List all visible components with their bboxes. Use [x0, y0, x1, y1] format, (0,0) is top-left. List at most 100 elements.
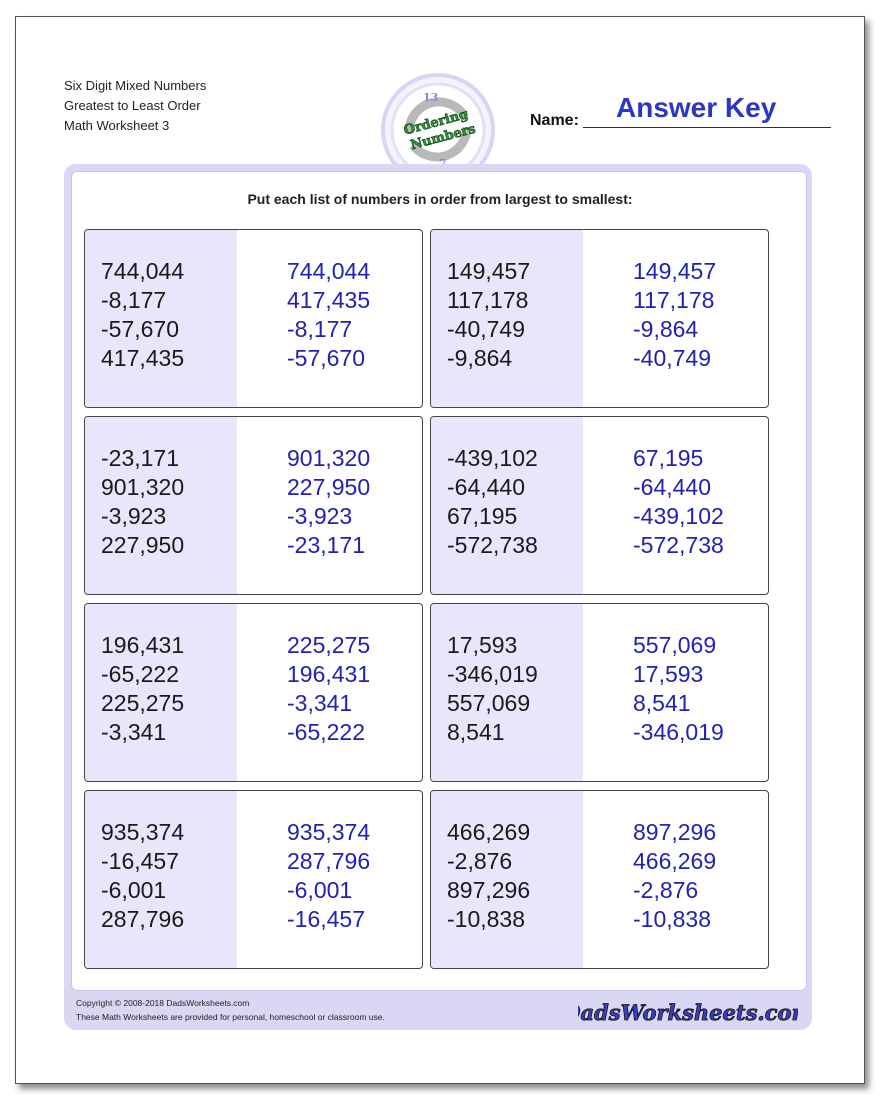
answer-number: -2,876 [633, 877, 699, 903]
problem-box: -439,102 -64,440 67,195 -572,738 67,195 … [430, 416, 769, 595]
usage-text: These Math Worksheets are provided for p… [76, 1012, 385, 1022]
answer-numbers: 744,044 417,435 -8,177 -57,670 [287, 257, 370, 373]
given-number: 227,950 [101, 532, 185, 558]
answer-number: -65,222 [287, 719, 366, 745]
answer-number: 8,541 [633, 690, 691, 716]
answer-numbers: 901,320 227,950 -3,923 -23,171 [287, 444, 370, 560]
answer-numbers: 149,457 117,178 -9,864 -40,749 [633, 257, 716, 373]
given-number: -346,019 [447, 661, 538, 687]
answer-number: -8,177 [287, 316, 353, 342]
answer-number: -16,457 [287, 906, 366, 932]
answer-number: 149,457 [633, 258, 717, 284]
problem-box: 17,593 -346,019 557,069 8,541 557,069 17… [430, 603, 769, 782]
given-numbers: 149,457 117,178 -40,749 -9,864 [447, 257, 530, 373]
given-number: 67,195 [447, 503, 518, 529]
problem-box: 466,269 -2,876 897,296 -10,838 897,296 4… [430, 790, 769, 969]
given-number: -3,923 [101, 503, 167, 529]
ordering-numbers-logo: 13 7 Ordering Numbers [381, 73, 495, 187]
given-number: 557,069 [447, 690, 531, 716]
answer-number: -439,102 [633, 503, 724, 529]
answer-numbers: 67,195 -64,440 -439,102 -572,738 [633, 444, 724, 560]
given-number: 287,796 [101, 906, 185, 932]
answer-number: -9,864 [633, 316, 699, 342]
given-numbers: 17,593 -346,019 557,069 8,541 [447, 631, 538, 747]
instructions: Put each list of numbers in order from l… [247, 191, 633, 207]
worksheet-number: Math Worksheet 3 [64, 118, 170, 133]
given-numbers: 744,044 -8,177 -57,670 417,435 [101, 257, 184, 373]
given-number: -64,440 [447, 474, 526, 500]
brand-text: DadsWorksheets.com [578, 1000, 798, 1025]
problem-box: 196,431 -65,222 225,275 -3,341 225,275 1… [84, 603, 423, 782]
given-number: 117,178 [447, 287, 529, 313]
given-number: 897,296 [447, 877, 531, 903]
given-number: 466,269 [447, 819, 531, 845]
given-number: 225,275 [101, 690, 185, 716]
given-number: 196,431 [101, 632, 185, 658]
answer-number: 287,796 [287, 848, 371, 874]
given-number: -8,177 [101, 287, 167, 313]
given-number: 935,374 [101, 819, 185, 845]
given-number: -439,102 [447, 445, 538, 471]
given-number: -3,341 [101, 719, 167, 745]
answer-numbers: 935,374 287,796 -6,001 -16,457 [287, 818, 370, 934]
answer-numbers: 225,275 196,431 -3,341 -65,222 [287, 631, 370, 747]
answer-number: -346,019 [633, 719, 724, 745]
given-number: 744,044 [101, 258, 185, 284]
worksheet-subtitle: Greatest to Least Order [64, 98, 201, 113]
given-numbers: -23,171 901,320 -3,923 227,950 [101, 444, 184, 560]
given-number: 149,457 [447, 258, 531, 284]
answer-number: 466,269 [633, 848, 717, 874]
given-number: -572,738 [447, 532, 538, 558]
problem-shade [85, 230, 237, 407]
given-numbers: -439,102 -64,440 67,195 -572,738 [447, 444, 538, 560]
copyright-text: Copyright © 2008-2018 DadsWorksheets.com [76, 998, 250, 1008]
answer-numbers: 897,296 466,269 -2,876 -10,838 [633, 818, 716, 934]
answer-number: 897,296 [633, 819, 717, 845]
answer-number: 935,374 [287, 819, 371, 845]
given-number: -23,171 [101, 445, 180, 471]
given-number: -57,670 [101, 316, 180, 342]
answer-number: -6,001 [287, 877, 353, 903]
answer-number: 417,435 [287, 287, 371, 313]
problem-shade [431, 604, 583, 781]
given-number: 8,541 [447, 719, 505, 745]
given-number: -2,876 [447, 848, 513, 874]
given-number: -6,001 [101, 877, 167, 903]
given-number: 417,435 [101, 345, 185, 371]
answer-number: 744,044 [287, 258, 371, 284]
answer-number: 17,593 [633, 661, 704, 687]
answer-number: -23,171 [287, 532, 366, 558]
worksheet-title: Six Digit Mixed Numbers [64, 78, 207, 93]
problem-box: 935,374 -16,457 -6,001 287,796 935,374 2… [84, 790, 423, 969]
answer-number: 67,195 [633, 445, 704, 471]
problem-shade [85, 417, 237, 594]
problem-box: 149,457 117,178 -40,749 -9,864 149,457 1… [430, 229, 769, 408]
given-number: 901,320 [101, 474, 185, 500]
problem-box: -23,171 901,320 -3,923 227,950 901,320 2… [84, 416, 423, 595]
dadsworksheets-logo: DadsWorksheets.com [578, 1000, 798, 1026]
answer-number: 227,950 [287, 474, 371, 500]
answer-number: 901,320 [287, 445, 371, 471]
answer-number: -3,923 [287, 503, 353, 529]
answer-number: -64,440 [633, 474, 712, 500]
given-number: -40,749 [447, 316, 526, 342]
given-numbers: 466,269 -2,876 897,296 -10,838 [447, 818, 530, 934]
problem-shade [85, 791, 237, 968]
answer-number: -572,738 [633, 532, 724, 558]
name-line [583, 127, 831, 128]
given-number: -9,864 [447, 345, 513, 371]
answer-number: 557,069 [633, 632, 717, 658]
problem-shade [85, 604, 237, 781]
answer-number: -10,838 [633, 906, 712, 932]
logo-bottom-number: 7 [439, 157, 447, 170]
answer-number: 225,275 [287, 632, 371, 658]
problem-shade [431, 417, 583, 594]
problem-shade [431, 230, 583, 407]
given-number: -10,838 [447, 906, 526, 932]
answer-number: 117,178 [633, 287, 715, 313]
given-number: -65,222 [101, 661, 180, 687]
answer-number: -57,670 [287, 345, 366, 371]
problem-box: 744,044 -8,177 -57,670 417,435 744,044 4… [84, 229, 423, 408]
given-numbers: 935,374 -16,457 -6,001 287,796 [101, 818, 184, 934]
logo-top-number: 13 [423, 91, 438, 104]
